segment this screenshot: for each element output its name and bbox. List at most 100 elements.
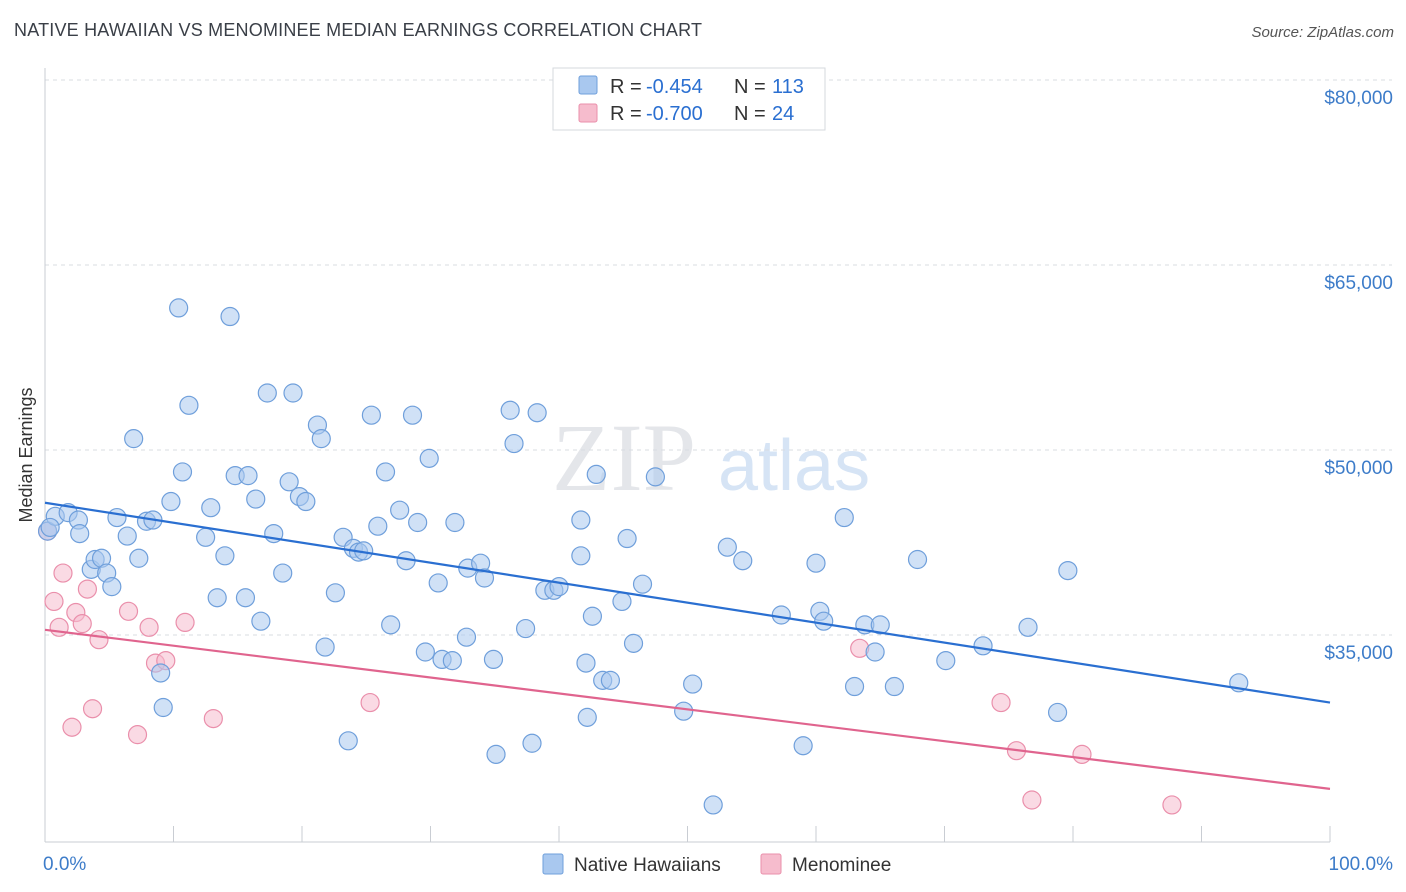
- menominee-point: [82, 699, 103, 719]
- menominee-point: [89, 630, 109, 650]
- menominee-point: [127, 725, 148, 745]
- native-hawaiians-point: [246, 489, 266, 509]
- native-hawaiians-point: [632, 574, 653, 594]
- native-hawaiians-point: [733, 551, 753, 571]
- native-hawaiians-point: [586, 464, 606, 484]
- native-hawaiians-point: [40, 517, 60, 538]
- native-hawaiians-point: [834, 507, 854, 528]
- menominee-point: [49, 617, 69, 637]
- menominee-point: [175, 612, 195, 633]
- legend-r-value-blue: -0.454: [646, 76, 703, 98]
- native-hawaiians-point: [623, 633, 644, 653]
- y-tick-label-2: $50,000: [1324, 458, 1393, 479]
- native-hawaiians-point: [311, 429, 331, 449]
- y-tick-label-0: $80,000: [1324, 88, 1393, 109]
- native-hawaiians-point: [402, 405, 423, 425]
- menominee-point: [1162, 795, 1182, 815]
- native-hawaiians-point: [117, 526, 137, 546]
- native-hawaiians-point: [428, 573, 448, 593]
- legend-r-value-pink: -0.700: [646, 103, 703, 125]
- native-hawaiians-point: [504, 433, 524, 454]
- native-hawaiians-point: [315, 637, 335, 657]
- native-hawaiians-point: [153, 697, 173, 718]
- series-native-hawaiians-points: [37, 298, 1249, 815]
- native-hawaiians-point: [296, 491, 316, 512]
- native-hawaiians-point: [973, 636, 993, 656]
- menominee-point: [53, 563, 73, 583]
- native-hawaiians-point: [515, 618, 536, 639]
- bottom-legend-swatch-pink: [760, 853, 782, 875]
- native-hawaiians-point: [500, 400, 520, 420]
- native-hawaiians-point: [703, 795, 723, 815]
- native-hawaiians-point: [576, 653, 596, 673]
- native-hawaiians-point: [201, 498, 221, 518]
- native-hawaiians-point: [338, 731, 358, 751]
- native-hawaiians-point: [617, 528, 637, 549]
- native-hawaiians-point: [717, 537, 737, 557]
- native-hawaiians-point: [445, 512, 465, 533]
- native-hawaiians-point: [70, 523, 90, 544]
- native-hawaiians-point: [483, 649, 504, 670]
- native-hawaiians-point: [793, 736, 813, 756]
- menominee-point: [139, 617, 159, 637]
- native-hawaiians-point: [442, 651, 462, 671]
- grid-lines: [45, 79, 1392, 636]
- native-hawaiians-point: [368, 516, 388, 536]
- trend-line-native-hawaiians: [44, 501, 1331, 704]
- native-hawaiians-point: [169, 298, 189, 318]
- native-hawaiians-point: [102, 577, 122, 597]
- y-axis-title: Median Earnings: [16, 387, 36, 522]
- native-hawaiians-point: [220, 306, 240, 327]
- native-hawaiians-point: [571, 546, 591, 566]
- native-hawaiians-point: [129, 548, 149, 568]
- native-hawaiians-point: [207, 588, 227, 608]
- native-hawaiians-point: [870, 615, 890, 635]
- native-hawaiians-point: [884, 676, 904, 697]
- x-tick-label-0: 0.0%: [43, 854, 86, 875]
- native-hawaiians-point: [279, 472, 299, 492]
- menominee-point: [72, 614, 92, 634]
- native-hawaiians-point: [124, 429, 144, 449]
- native-hawaiians-point: [456, 627, 477, 647]
- native-hawaiians-point: [907, 549, 928, 570]
- native-hawaiians-point: [390, 500, 410, 520]
- native-hawaiians-point: [771, 605, 791, 625]
- bottom-legend-label-native-hawaiians: Native Hawaiians: [574, 855, 721, 876]
- native-hawaiians-point: [408, 512, 428, 533]
- bottom-legend-swatch-blue: [542, 853, 564, 875]
- native-hawaiians-point: [844, 676, 865, 697]
- series-menominee-points: [37, 521, 1182, 815]
- native-hawaiians-point: [325, 583, 346, 603]
- native-hawaiians-point: [1058, 560, 1078, 581]
- native-hawaiians-point: [865, 642, 885, 662]
- menominee-point: [360, 692, 380, 713]
- native-hawaiians-point: [235, 588, 256, 608]
- native-hawaiians-point: [381, 615, 401, 635]
- native-hawaiians-point: [645, 467, 665, 487]
- menominee-point: [1022, 790, 1042, 810]
- native-hawaiians-point: [283, 383, 303, 403]
- native-hawaiians-point: [806, 553, 826, 573]
- y-tick-label-1: $65,000: [1324, 273, 1393, 294]
- native-hawaiians-point: [577, 707, 597, 727]
- native-hawaiians-point: [151, 663, 171, 683]
- x-axis-ticks: [44, 826, 1331, 842]
- native-hawaiians-point: [375, 462, 396, 482]
- legend-box: [552, 67, 826, 131]
- legend-n-value-pink: 24: [772, 103, 794, 125]
- native-hawaiians-point: [361, 405, 381, 425]
- native-hawaiians-point: [196, 527, 216, 547]
- x-tick-label-100: 100.0%: [1329, 854, 1394, 875]
- trend-line-menominee: [44, 628, 1331, 790]
- legend-n-value-blue: 113: [772, 76, 804, 98]
- native-hawaiians-point: [582, 606, 603, 626]
- native-hawaiians-point: [238, 466, 258, 486]
- native-hawaiians-point: [419, 448, 439, 468]
- legend-n-label-blue: N =: [734, 76, 766, 98]
- menominee-point: [44, 591, 64, 612]
- y-tick-label-3: $35,000: [1324, 643, 1393, 664]
- native-hawaiians-point: [179, 395, 199, 415]
- native-hawaiians-point: [486, 744, 506, 764]
- source-label: Source: ZipAtlas.com: [1251, 24, 1394, 41]
